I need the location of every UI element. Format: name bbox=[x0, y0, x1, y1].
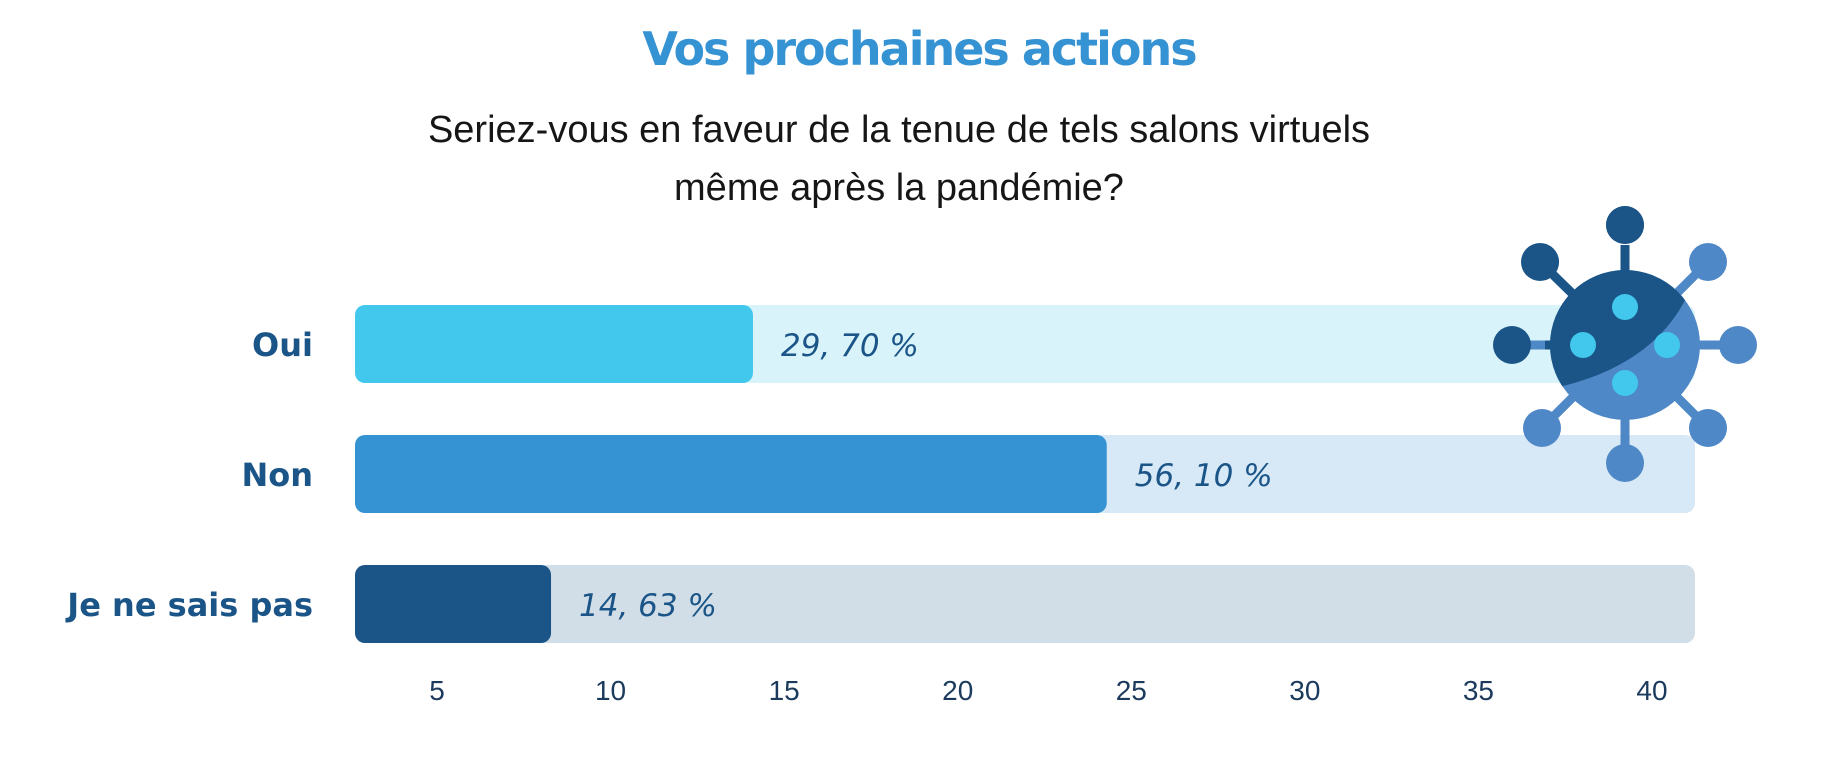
value-label: 56, 10 % bbox=[1135, 458, 1273, 494]
bar bbox=[355, 305, 753, 383]
x-tick-label: 5 bbox=[429, 675, 445, 706]
chart-subtitle: Seriez-vous en faveur de la tenue de tel… bbox=[0, 101, 1798, 217]
virus-icon bbox=[1493, 206, 1757, 482]
x-tick-label: 25 bbox=[1116, 675, 1147, 706]
x-axis-ticks: 5 10 15 20 25 30 35 40 bbox=[429, 675, 1667, 706]
bar-row: Je ne sais pas 14, 63 % bbox=[65, 565, 1695, 643]
x-tick-label: 35 bbox=[1463, 675, 1494, 706]
chart-subtitle-line-2: même après la pandémie? bbox=[674, 167, 1124, 209]
bars-layer: Oui 29, 70 % Non 56, 10 % Je ne sais pas 14, … bbox=[65, 305, 1695, 643]
category-label: Je ne sais pas bbox=[65, 586, 313, 624]
bar bbox=[355, 565, 552, 643]
bar-track bbox=[355, 565, 1695, 643]
bar-row: Non 56, 10 % bbox=[241, 435, 1695, 513]
category-label: Oui bbox=[252, 326, 313, 364]
x-tick-label: 10 bbox=[595, 675, 626, 706]
value-label: 29, 70 % bbox=[781, 328, 919, 364]
x-tick-label: 30 bbox=[1289, 675, 1320, 706]
x-tick-label: 20 bbox=[942, 675, 973, 706]
bar bbox=[355, 435, 1107, 513]
value-label: 14, 63 % bbox=[579, 588, 717, 624]
x-tick-label: 15 bbox=[769, 675, 800, 706]
x-tick-label: 40 bbox=[1636, 675, 1667, 706]
chart-title: Vos prochaines actions bbox=[642, 22, 1197, 76]
chart-subtitle-line-1: Seriez-vous en faveur de la tenue de tel… bbox=[427, 109, 1371, 151]
category-label: Non bbox=[241, 456, 313, 494]
bar-row: Oui 29, 70 % bbox=[252, 305, 1695, 383]
